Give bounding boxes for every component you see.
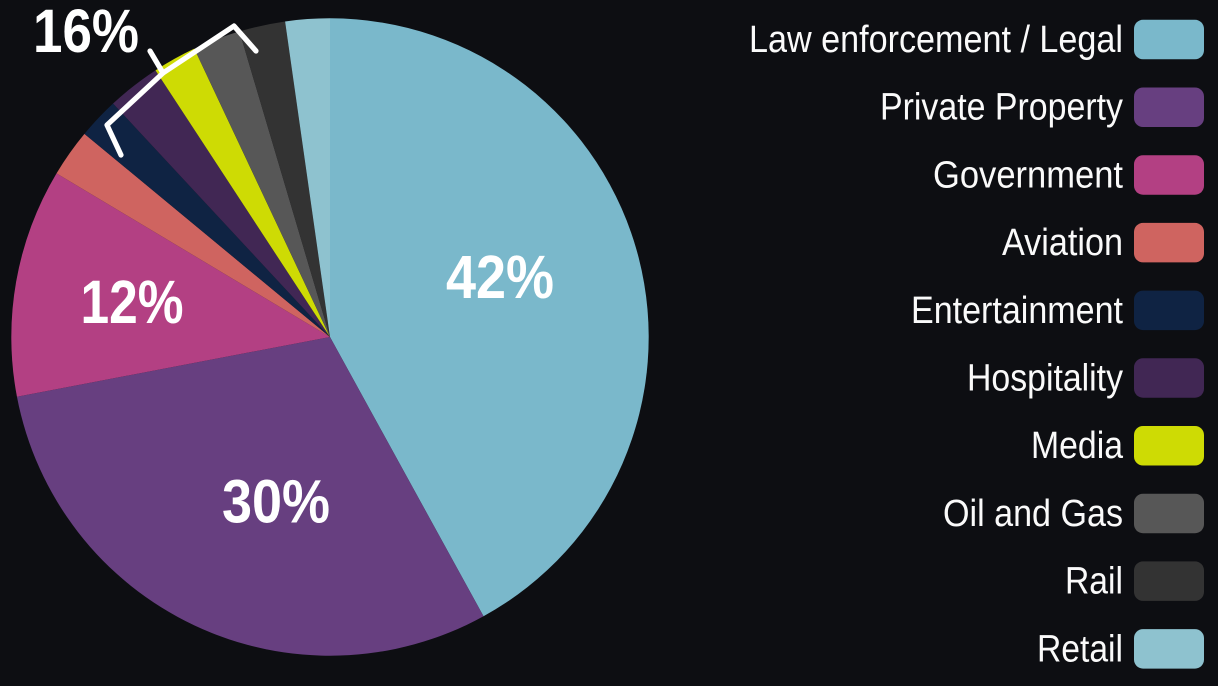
svg-text:30%: 30% [222,468,330,536]
svg-text:Government: Government [933,154,1123,196]
svg-text:Hospitality: Hospitality [967,358,1123,400]
svg-text:Rail: Rail [1065,561,1123,603]
svg-text:42%: 42% [446,243,554,311]
svg-text:Oil and Gas: Oil and Gas [943,493,1123,535]
svg-text:Entertainment: Entertainment [911,290,1123,332]
svg-text:Media: Media [1031,425,1124,467]
svg-text:Aviation: Aviation [1002,222,1123,264]
svg-text:12%: 12% [81,268,184,336]
svg-text:Law enforcement / Legal: Law enforcement / Legal [749,19,1123,61]
svg-text:Retail: Retail [1037,628,1123,670]
svg-text:16%: 16% [33,0,139,65]
svg-text:Private Property: Private Property [880,87,1123,129]
